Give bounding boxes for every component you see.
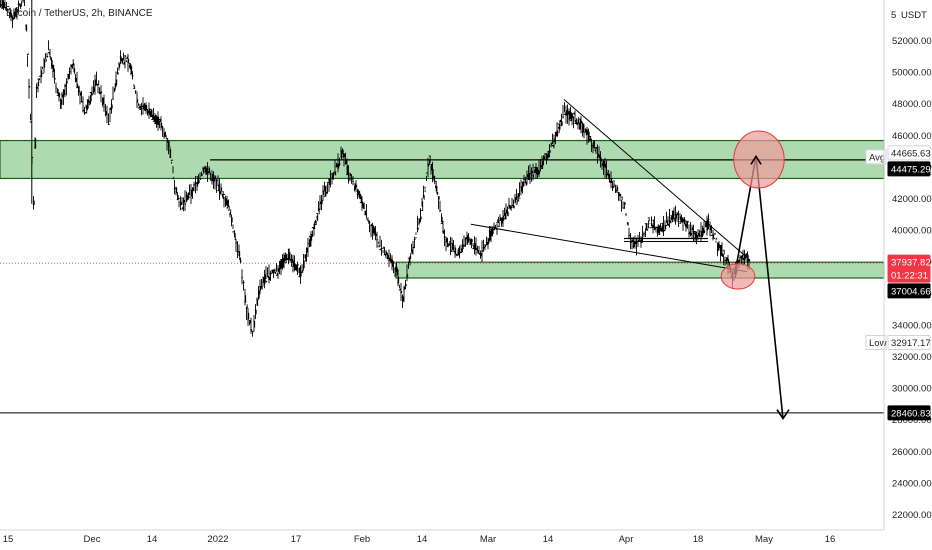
arrow-head-up bbox=[750, 154, 762, 165]
price-tags-layer: Avg 44665.63 44475.29 37937.82 01:22:31 37004… bbox=[865, 145, 931, 421]
countdown-tag-bg bbox=[887, 267, 931, 283]
avg-value-bg bbox=[887, 145, 931, 161]
time-axis[interactable]: 15 Dec 14 2022 17 Feb 14 Mar 14 Apr 18 May 16 bbox=[3, 534, 836, 545]
price-tick-label: 26000.00 bbox=[892, 447, 932, 458]
price-tick-label: 34000.00 bbox=[892, 320, 932, 331]
highlight-ellipse bbox=[720, 263, 756, 290]
time-tick-label: 15 bbox=[3, 534, 14, 545]
price-tick-label: 24000.00 bbox=[892, 478, 932, 489]
low-value: 32917.17 bbox=[891, 338, 931, 349]
trendline bbox=[755, 156, 784, 419]
price-tick-label: 52000.00 bbox=[892, 36, 932, 47]
price-tick-label: 30000.00 bbox=[892, 384, 932, 395]
highlight-ellipse bbox=[733, 130, 785, 189]
time-tick-label: Mar bbox=[480, 534, 496, 545]
time-tick-label: 17 bbox=[291, 534, 302, 545]
time-tick-label: May bbox=[755, 534, 773, 545]
time-tick-label: Apr bbox=[619, 534, 634, 545]
trendline bbox=[470, 223, 748, 273]
trendline bbox=[563, 99, 748, 258]
level-high-tag: 44475.29 bbox=[891, 164, 931, 175]
target-tag: 28460.83 bbox=[891, 408, 931, 419]
time-tick-label: 18 bbox=[693, 534, 704, 545]
candles-layer bbox=[0, 0, 751, 337]
price-tick-label: 28000.00 bbox=[892, 415, 932, 426]
countdown-tag: 01:22:31 bbox=[891, 271, 928, 282]
price-tick-label: 48000.00 bbox=[892, 99, 932, 110]
time-tick-label: 16 bbox=[825, 534, 836, 545]
time-tick-label: Feb bbox=[354, 534, 370, 545]
candle-series bbox=[0, 0, 751, 337]
symbol-title: Bitcoin / TetherUS, 2h, BINANCE bbox=[6, 8, 153, 19]
price-tick-label: 42000.00 bbox=[892, 194, 932, 205]
avg-value: 44665.63 bbox=[891, 148, 931, 159]
price-tick-label: 40000.00 bbox=[892, 226, 932, 237]
current-price-tag: 37937.82 bbox=[891, 258, 931, 269]
time-tick-label: 14 bbox=[147, 534, 158, 545]
currency-prefix: 5 bbox=[891, 10, 896, 21]
low-value-bg bbox=[887, 335, 931, 351]
drawings-layer bbox=[470, 99, 790, 421]
level-low-tag: 37004.66 bbox=[891, 286, 931, 297]
level-low-tag-bg bbox=[887, 283, 931, 299]
level-high-tag-bg bbox=[887, 161, 931, 177]
zone-rect bbox=[395, 261, 885, 279]
time-tick-label: 14 bbox=[417, 534, 428, 545]
time-tick-label: 2022 bbox=[207, 534, 228, 545]
low-label: Low bbox=[869, 338, 887, 349]
price-tick-label: 32000.00 bbox=[892, 352, 932, 363]
price-tick-label: 46000.00 bbox=[892, 131, 932, 142]
avg-label: Avg bbox=[869, 152, 885, 163]
price-tick-label: 22000.00 bbox=[892, 510, 932, 521]
time-tick-label: Dec bbox=[84, 534, 101, 545]
time-tick-label: 14 bbox=[543, 534, 554, 545]
target-tag-bg bbox=[887, 405, 931, 421]
price-tick-label: 50000.00 bbox=[892, 68, 932, 79]
low-label-bg bbox=[865, 335, 887, 351]
arrow-head-down bbox=[776, 409, 790, 421]
avg-label-bg bbox=[865, 149, 887, 165]
currency-label: USDT bbox=[901, 10, 927, 21]
